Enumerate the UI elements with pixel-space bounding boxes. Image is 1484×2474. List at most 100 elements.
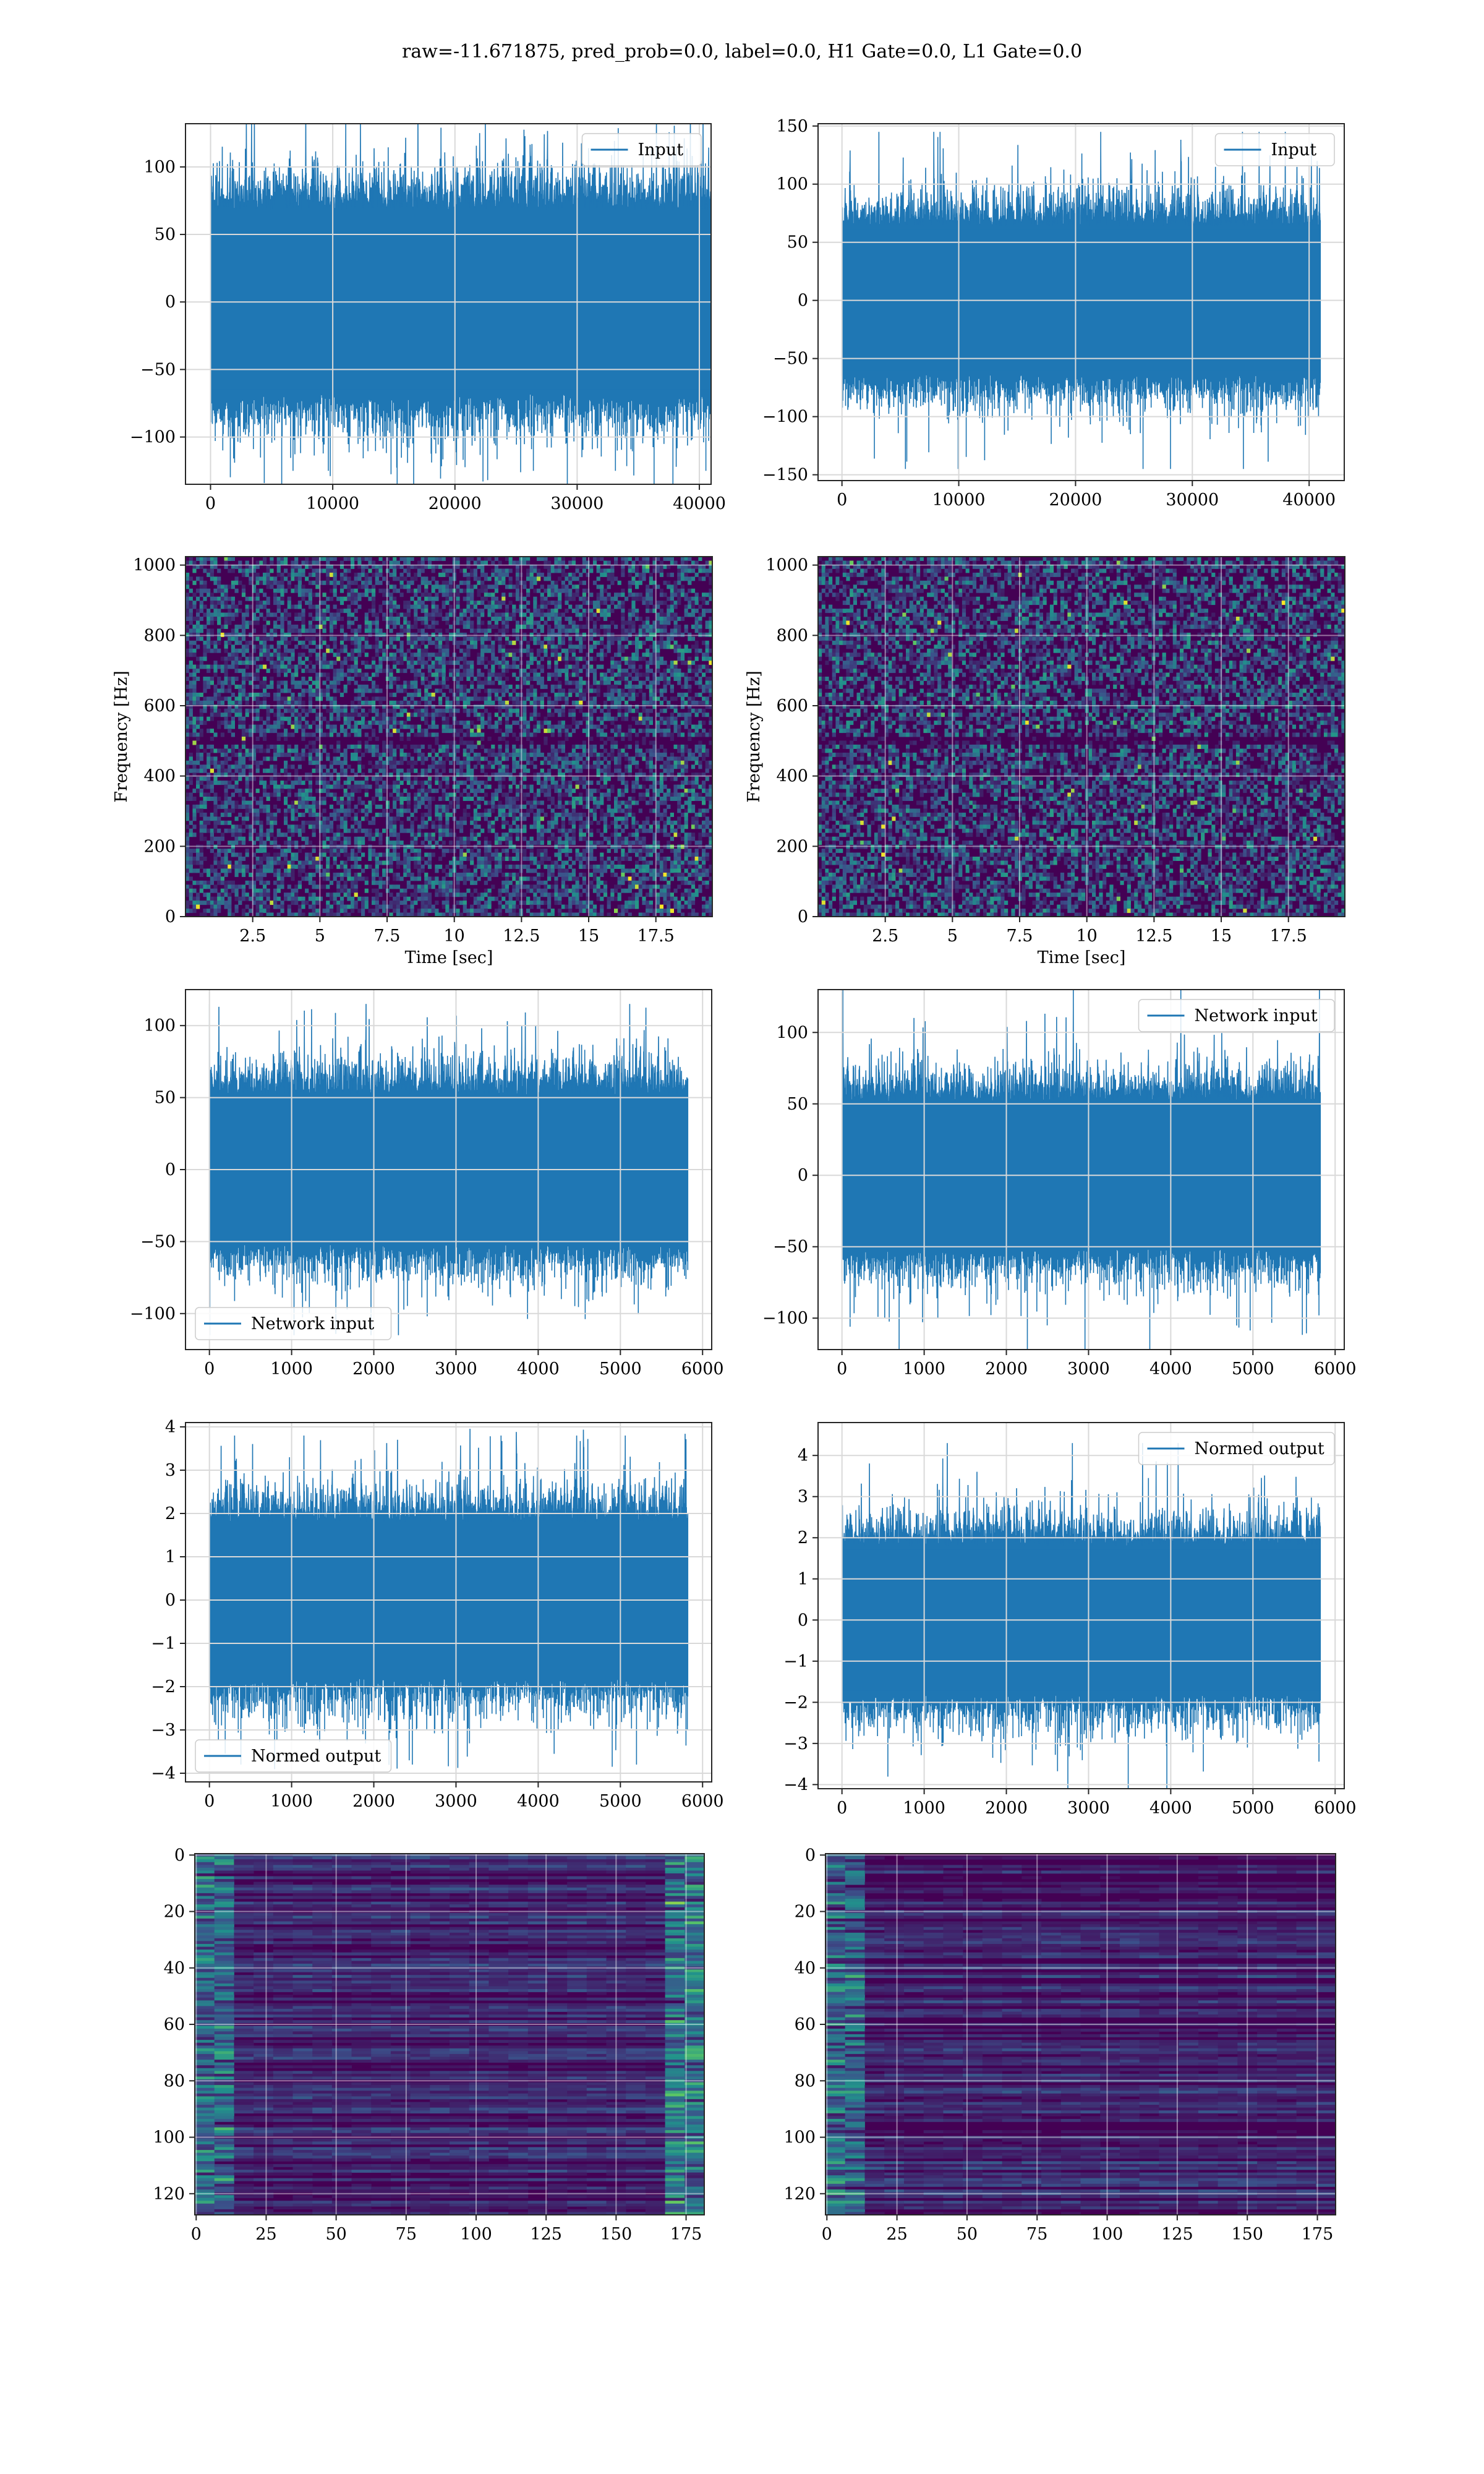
x-tick-label: 100 [1091, 2225, 1124, 2244]
y-tick-label: 3 [165, 1461, 176, 1480]
legend: Input [1214, 133, 1335, 166]
grid [186, 1423, 712, 1782]
x-axis-label: Time [sec] [405, 948, 493, 967]
y-tick-label: 800 [776, 626, 808, 645]
x-tick-label: 2.5 [872, 927, 898, 946]
x-tick-label: 1000 [270, 1359, 313, 1379]
x-tick-label: 5000 [599, 1359, 642, 1379]
axes-frame [194, 1853, 705, 2215]
x-tick-label: 4000 [517, 1359, 560, 1379]
legend-label: Network input [1195, 1006, 1318, 1025]
x-tick-label: 30000 [550, 494, 603, 513]
y-tick-label: 80 [164, 2071, 185, 2091]
y-tick-label: −150 [762, 466, 808, 485]
axes-frame [825, 1853, 1336, 2215]
x-tick-label: 150 [1231, 2225, 1263, 2244]
y-tick-label: 50 [787, 1095, 808, 1114]
y-tick-label: 600 [143, 696, 176, 716]
x-tick-label: 0 [204, 1792, 215, 1811]
x-tick-label: 25 [886, 2225, 907, 2244]
y-tick-label: −2 [783, 1693, 808, 1712]
y-tick-label: 0 [165, 293, 176, 312]
y-axis-label: Frequency [Hz] [112, 670, 131, 802]
y-tick-label: 100 [143, 1016, 176, 1035]
y-tick-label: 40 [795, 1959, 816, 1978]
x-axis-label: Time [sec] [1038, 948, 1126, 967]
x-tick-label: 12.5 [503, 927, 540, 946]
figure-title: raw=-11.671875, pred_prob=0.0, label=0.0… [0, 41, 1484, 62]
x-tick-label: 7.5 [1007, 927, 1033, 946]
y-tick-label: 4 [798, 1446, 808, 1465]
y-tick-label: −50 [773, 1238, 808, 1257]
legend-label: Normed output [251, 1747, 381, 1766]
y-tick-label: 0 [798, 1611, 808, 1630]
y-tick-label: −50 [140, 360, 176, 379]
x-tick-label: 30000 [1166, 490, 1219, 510]
y-tick-label: 60 [164, 2015, 185, 2034]
x-tick-label: 0 [837, 490, 847, 510]
y-tick-label: −3 [151, 1721, 176, 1740]
y-tick-label: 2 [798, 1528, 808, 1547]
x-tick-label: 6000 [681, 1792, 724, 1811]
x-tick-label: 2000 [352, 1359, 395, 1379]
matrix-cells [825, 1854, 1336, 2215]
y-tick-label: 0 [174, 1846, 185, 1865]
x-tick-label: 2.5 [239, 927, 266, 946]
axes-frame [817, 1422, 1345, 1789]
x-tick-label: 0 [837, 1799, 847, 1818]
axes-frame [817, 556, 1345, 917]
y-tick-label: 400 [776, 767, 808, 786]
y-tick-label: 50 [787, 233, 808, 252]
x-tick-label: 20000 [1049, 490, 1102, 510]
x-tick-label: 2000 [985, 1799, 1028, 1818]
y-tick-label: −4 [151, 1764, 176, 1783]
y-tick-label: 100 [776, 1023, 808, 1042]
y-tick-label: 120 [153, 2185, 185, 2204]
x-tick-label: 175 [670, 2225, 702, 2244]
legend: Normed output [195, 1739, 392, 1773]
legend: Normed output [1138, 1432, 1335, 1465]
x-tick-label: 5000 [599, 1792, 642, 1811]
x-tick-label: 5 [947, 927, 958, 946]
x-tick-label: 12.5 [1135, 927, 1172, 946]
y-tick-label: 150 [776, 117, 808, 136]
x-tick-label: 3000 [1067, 1799, 1110, 1818]
x-tick-label: 10000 [306, 494, 359, 513]
grid [195, 1854, 704, 2215]
x-tick-label: 2000 [352, 1792, 395, 1811]
x-tick-label: 50 [957, 2225, 978, 2244]
y-tick-label: −1 [151, 1634, 176, 1653]
x-tick-label: 10 [1077, 927, 1098, 946]
y-tick-label: 200 [776, 837, 808, 856]
x-tick-label: 2000 [985, 1359, 1028, 1379]
x-tick-label: 10 [444, 927, 465, 946]
x-tick-label: 125 [530, 2225, 562, 2244]
y-tick-label: 1 [165, 1547, 176, 1567]
x-tick-label: 50 [325, 2225, 346, 2244]
y-tick-label: 100 [776, 175, 808, 194]
legend-label: Input [1271, 140, 1317, 160]
y-tick-label: 0 [798, 1166, 808, 1185]
y-tick-label: 1000 [133, 556, 176, 575]
y-tick-label: −100 [762, 408, 808, 427]
chart-p8: 0 1000 2000 3000 4000 5000 6000 −4 −3 −2 −1 0 1 2 3 4 No… [783, 1422, 1357, 1818]
x-tick-label: 40000 [673, 494, 726, 513]
legend: Input [581, 133, 702, 166]
axes-frame [817, 123, 1345, 481]
y-tick-label: 1000 [765, 556, 808, 575]
y-tick-label: −100 [130, 428, 176, 447]
y-tick-label: −3 [783, 1734, 808, 1753]
x-tick-label: 3000 [435, 1792, 477, 1811]
matrix-cells [195, 1854, 704, 2215]
y-tick-label: 50 [155, 225, 176, 244]
y-tick-label: 0 [798, 291, 808, 310]
x-tick-label: 6000 [681, 1359, 724, 1379]
y-tick-label: −50 [140, 1232, 176, 1251]
y-tick-label: 80 [795, 2071, 816, 2091]
x-tick-label: 1000 [270, 1792, 313, 1811]
y-tick-label: −4 [783, 1775, 808, 1794]
chart-p5: 0 1000 2000 3000 4000 5000 6000 −100 −50 0 50 100 Ne… [130, 989, 724, 1379]
y-tick-label: −2 [151, 1677, 176, 1697]
legend-label: Input [638, 140, 684, 160]
y-tick-label: 400 [143, 767, 176, 786]
